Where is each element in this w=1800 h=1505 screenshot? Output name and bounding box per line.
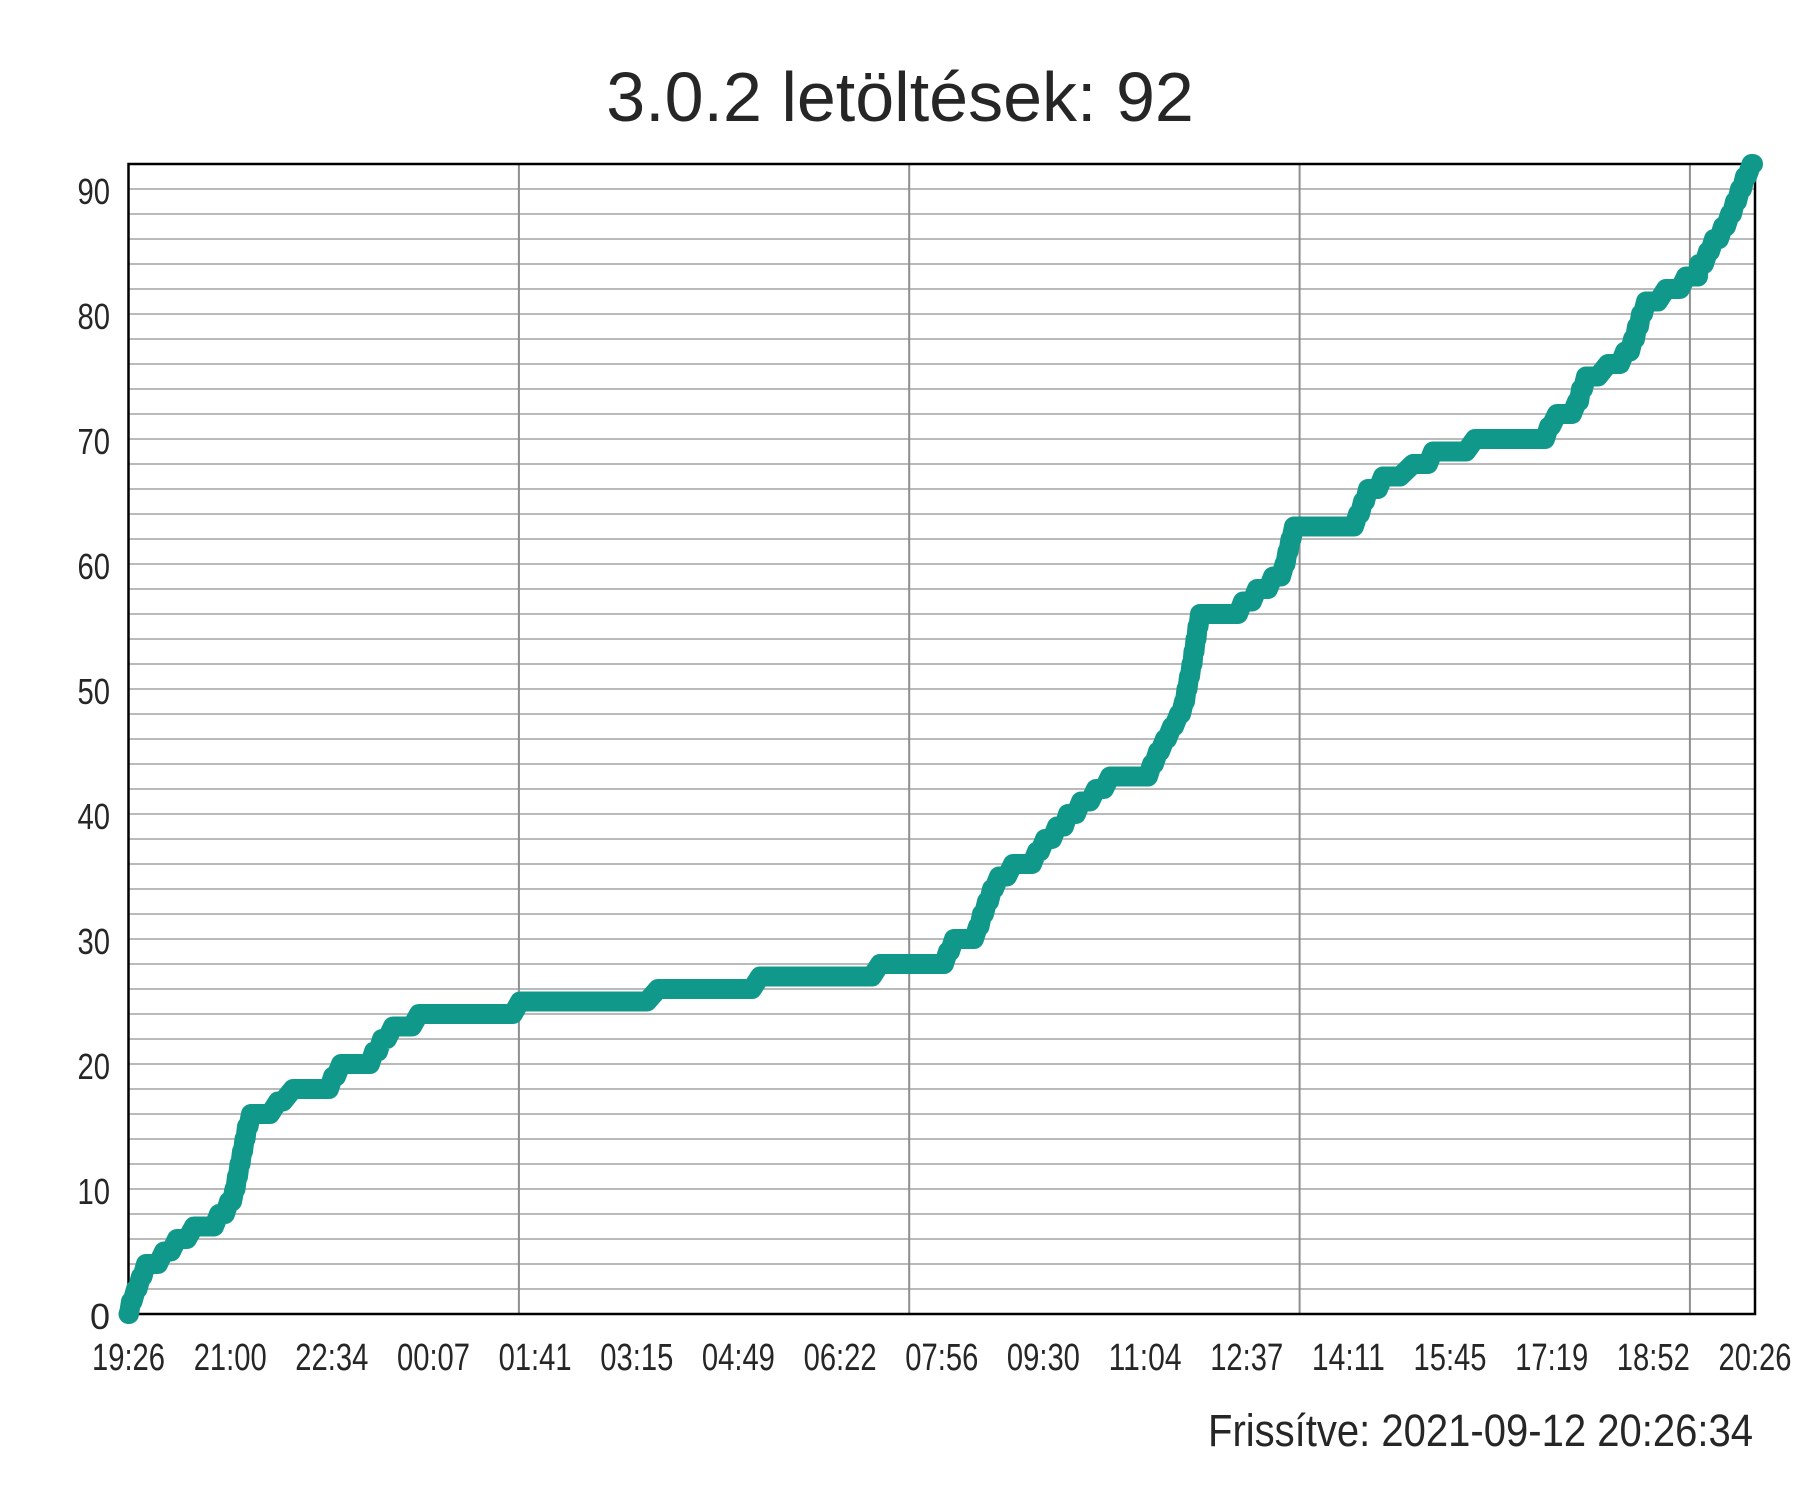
svg-text:30: 30 — [78, 921, 111, 962]
svg-text:10: 10 — [78, 1171, 111, 1212]
svg-text:06:22: 06:22 — [804, 1337, 877, 1379]
svg-text:12:37: 12:37 — [1210, 1337, 1283, 1379]
svg-text:70: 70 — [78, 421, 111, 462]
svg-text:20: 20 — [78, 1046, 111, 1087]
svg-text:0: 0 — [90, 1296, 110, 1337]
svg-text:09:30: 09:30 — [1007, 1337, 1080, 1379]
svg-text:21:00: 21:00 — [194, 1337, 267, 1379]
svg-text:50: 50 — [78, 671, 111, 712]
svg-text:01:41: 01:41 — [499, 1337, 572, 1379]
svg-text:15:45: 15:45 — [1414, 1337, 1487, 1379]
svg-text:00:07: 00:07 — [397, 1337, 470, 1379]
svg-text:90: 90 — [78, 171, 111, 212]
svg-text:14:11: 14:11 — [1312, 1337, 1385, 1379]
svg-text:07:56: 07:56 — [905, 1337, 978, 1379]
svg-text:11:04: 11:04 — [1109, 1337, 1182, 1379]
svg-text:03:15: 03:15 — [600, 1337, 673, 1379]
svg-text:Frissítve: 2021-09-12 20:26:34: Frissítve: 2021-09-12 20:26:34 — [1208, 1405, 1753, 1456]
svg-text:22:34: 22:34 — [295, 1337, 368, 1379]
svg-text:60: 60 — [78, 546, 111, 587]
svg-text:19:26: 19:26 — [92, 1337, 165, 1379]
svg-text:04:49: 04:49 — [702, 1337, 775, 1379]
svg-text:18:52: 18:52 — [1617, 1337, 1690, 1379]
svg-text:3.0.2 letöltések: 92: 3.0.2 letöltések: 92 — [606, 58, 1194, 136]
svg-text:17:19: 17:19 — [1515, 1337, 1588, 1379]
svg-text:40: 40 — [78, 796, 111, 837]
svg-text:80: 80 — [78, 296, 111, 337]
svg-text:20:26: 20:26 — [1719, 1337, 1792, 1379]
